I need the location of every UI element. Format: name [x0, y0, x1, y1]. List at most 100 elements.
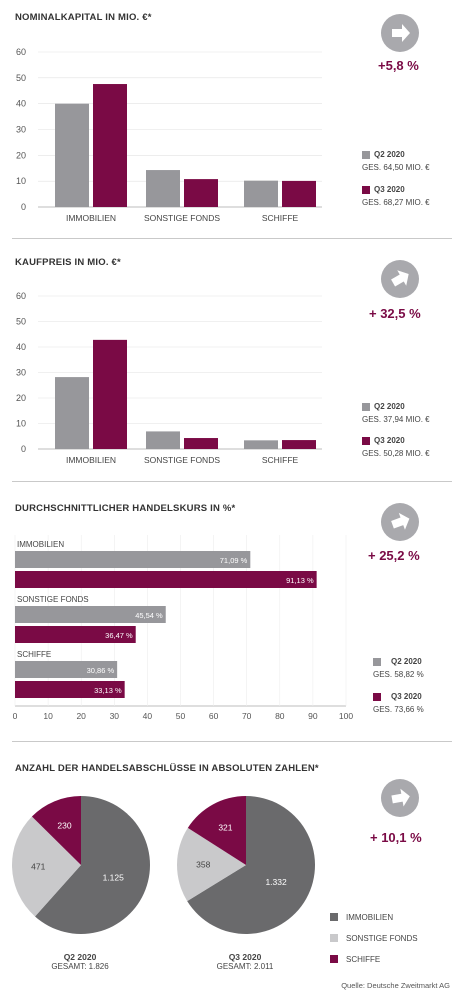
pie-data-label: 321 — [218, 822, 232, 832]
change-percent: +5,8 % — [378, 58, 419, 73]
legend-swatch-q2 — [362, 151, 370, 159]
legend-total-q3: GES. 50,28 MIO. € — [362, 449, 430, 458]
chart-title: NOMINALKAPITAL IN MIO. €* — [15, 12, 152, 23]
chart-title: KAUFPREIS IN MIO. €* — [15, 257, 121, 268]
arrow-up-right-icon — [391, 270, 409, 287]
pie-name-q2: Q2 2020 — [63, 952, 97, 962]
y-tick-label: 60 — [16, 291, 26, 301]
bar-q2 — [146, 170, 180, 207]
legend-swatch-q3 — [362, 437, 370, 445]
y-tick-label: 60 — [16, 47, 26, 57]
pie-slice-sonstige-fonds — [12, 816, 81, 917]
category-label: SCHIFFE — [17, 650, 51, 659]
source-note: Quelle: Deutsche Zweitmarkt AG — [341, 981, 450, 990]
y-tick-label: 30 — [16, 125, 26, 135]
legend-swatch-q3 — [362, 186, 370, 194]
category-label: SONSTIGE FONDS — [17, 595, 89, 604]
pie-caption-q2: Q2 2020 GESAMT: 1.826 — [20, 952, 140, 971]
legend-swatch-immobilien — [330, 913, 338, 921]
arrow-up-right-icon — [391, 512, 410, 530]
bar-q2 — [15, 551, 251, 568]
change-percent: + 32,5 % — [369, 306, 421, 321]
bar-q3 — [282, 440, 316, 449]
chart-title: ANZAHL DER HANDELSABSCHLÜSSE IN ABSOLUTE… — [15, 763, 319, 774]
legend-total-q2: GES. 58,82 % — [373, 670, 424, 679]
bar-q2 — [244, 180, 278, 207]
y-tick-label: 40 — [16, 99, 26, 109]
y-tick-label: 30 — [16, 368, 26, 378]
legend-label-q2: Q2 2020 — [374, 150, 405, 159]
bar-q2 — [55, 103, 89, 207]
legend-label-q3: Q3 2020 — [374, 185, 405, 194]
bar-q3 — [15, 681, 125, 698]
legend-label-schiffe: SCHIFFE — [346, 955, 381, 964]
trend-arrow-circle — [381, 503, 419, 541]
legend-total-q2: GES. 37,94 MIO. € — [362, 415, 430, 424]
bar-q2 — [146, 431, 180, 449]
legend-label-q3: Q3 2020 — [374, 436, 405, 445]
bar-q2 — [244, 440, 278, 449]
pie-slice-schiffe — [31, 796, 82, 865]
section-nominalkapital: NOMINALKAPITAL IN MIO. €* 0 10 20 30 40 50 60 I… — [0, 0, 462, 240]
pie-legend-immobilien: IMMOBILIEN — [330, 913, 393, 922]
x-tick-label: 0 — [13, 711, 18, 721]
section-divider — [12, 481, 452, 482]
data-label: 30,86 % — [87, 666, 115, 675]
legend-swatch-q3 — [373, 693, 381, 701]
pie-total-q2: GESAMT: 1.826 — [51, 962, 109, 971]
bar-chart-nominalkapital: 0 10 20 30 40 50 60 IMMOBILIEN SONSTIGE FONDS SCH… — [16, 47, 322, 223]
pie-data-label: 358 — [196, 860, 210, 870]
y-tick-label: 50 — [16, 73, 26, 83]
x-tick-label: SCHIFFE — [262, 455, 299, 465]
y-tick-label: 50 — [16, 317, 26, 327]
legend-label-immobilien: IMMOBILIEN — [346, 913, 394, 922]
arrow-up-right-icon — [391, 788, 410, 807]
bar-q3 — [15, 626, 136, 643]
section-handelskurs: DURCHSCHNITTLICHER HANDELSKURS IN %* 0 10… — [0, 485, 462, 735]
pie-slice-immobilien — [187, 796, 316, 934]
legend-label-sonstige: SONSTIGE FONDS — [346, 934, 418, 943]
change-percent: + 25,2 % — [368, 548, 420, 563]
data-label: 36,47 % — [105, 631, 133, 640]
x-tick-label: SONSTIGE FONDS — [144, 213, 220, 223]
legend-swatch-schiffe — [330, 955, 338, 963]
bar-q3 — [93, 339, 127, 449]
y-tick-label: 20 — [16, 393, 26, 403]
bar-q3 — [282, 180, 316, 207]
change-percent: + 10,1 % — [370, 830, 422, 845]
section-kaufpreis: KAUFPREIS IN MIO. €* 0 10 20 30 40 50 60 IMMOBI… — [0, 242, 462, 482]
bar-q2 — [15, 661, 118, 678]
trend-arrow-circle — [381, 14, 419, 52]
legend-swatch-q2 — [373, 658, 381, 666]
pie-data-label: 1.125 — [103, 872, 125, 882]
x-tick-label: SCHIFFE — [262, 213, 299, 223]
pie-data-label: 230 — [57, 821, 71, 831]
section-divider — [12, 741, 452, 742]
hbar-chart-handelskurs: 0 10 20 30 40 50 60 70 80 90 100 IMMOBILIEN 71,09 % 9… — [13, 535, 353, 721]
y-tick-label: 20 — [16, 150, 26, 160]
bar-q3 — [93, 84, 127, 207]
y-tick-label: 0 — [21, 444, 26, 454]
legend-swatch-sonstige — [330, 934, 338, 942]
section-handelsabschluesse: ANZAHL DER HANDELSABSCHLÜSSE IN ABSOLUTE… — [0, 745, 462, 1000]
pie-charts-handelsabschluesse: 1.125 471 230 1.332 358 321 — [12, 796, 316, 934]
x-tick-label: 80 — [275, 711, 285, 721]
x-tick-label: IMMOBILIEN — [66, 455, 116, 465]
y-tick-label: 10 — [16, 176, 26, 186]
data-label: 33,13 % — [94, 686, 122, 695]
pie-slice-immobilien — [35, 796, 151, 934]
bar-q2 — [15, 606, 166, 623]
x-tick-label: 20 — [76, 711, 86, 721]
pie-slice-sonstige-fonds — [177, 827, 246, 902]
trend-arrow-circle — [381, 779, 419, 817]
x-tick-label: IMMOBILIEN — [66, 213, 116, 223]
data-label: 45,54 % — [135, 611, 163, 620]
x-tick-label: 30 — [110, 711, 120, 721]
legend-swatch-q2 — [362, 403, 370, 411]
x-tick-label: 10 — [43, 711, 53, 721]
legend-total-q3: GES. 73,66 % — [373, 705, 424, 714]
data-label: 71,09 % — [220, 556, 248, 565]
x-tick-label: 100 — [339, 711, 353, 721]
legend-total-q3: GES. 68,27 MIO. € — [362, 198, 430, 207]
bar-q3 — [184, 179, 218, 207]
